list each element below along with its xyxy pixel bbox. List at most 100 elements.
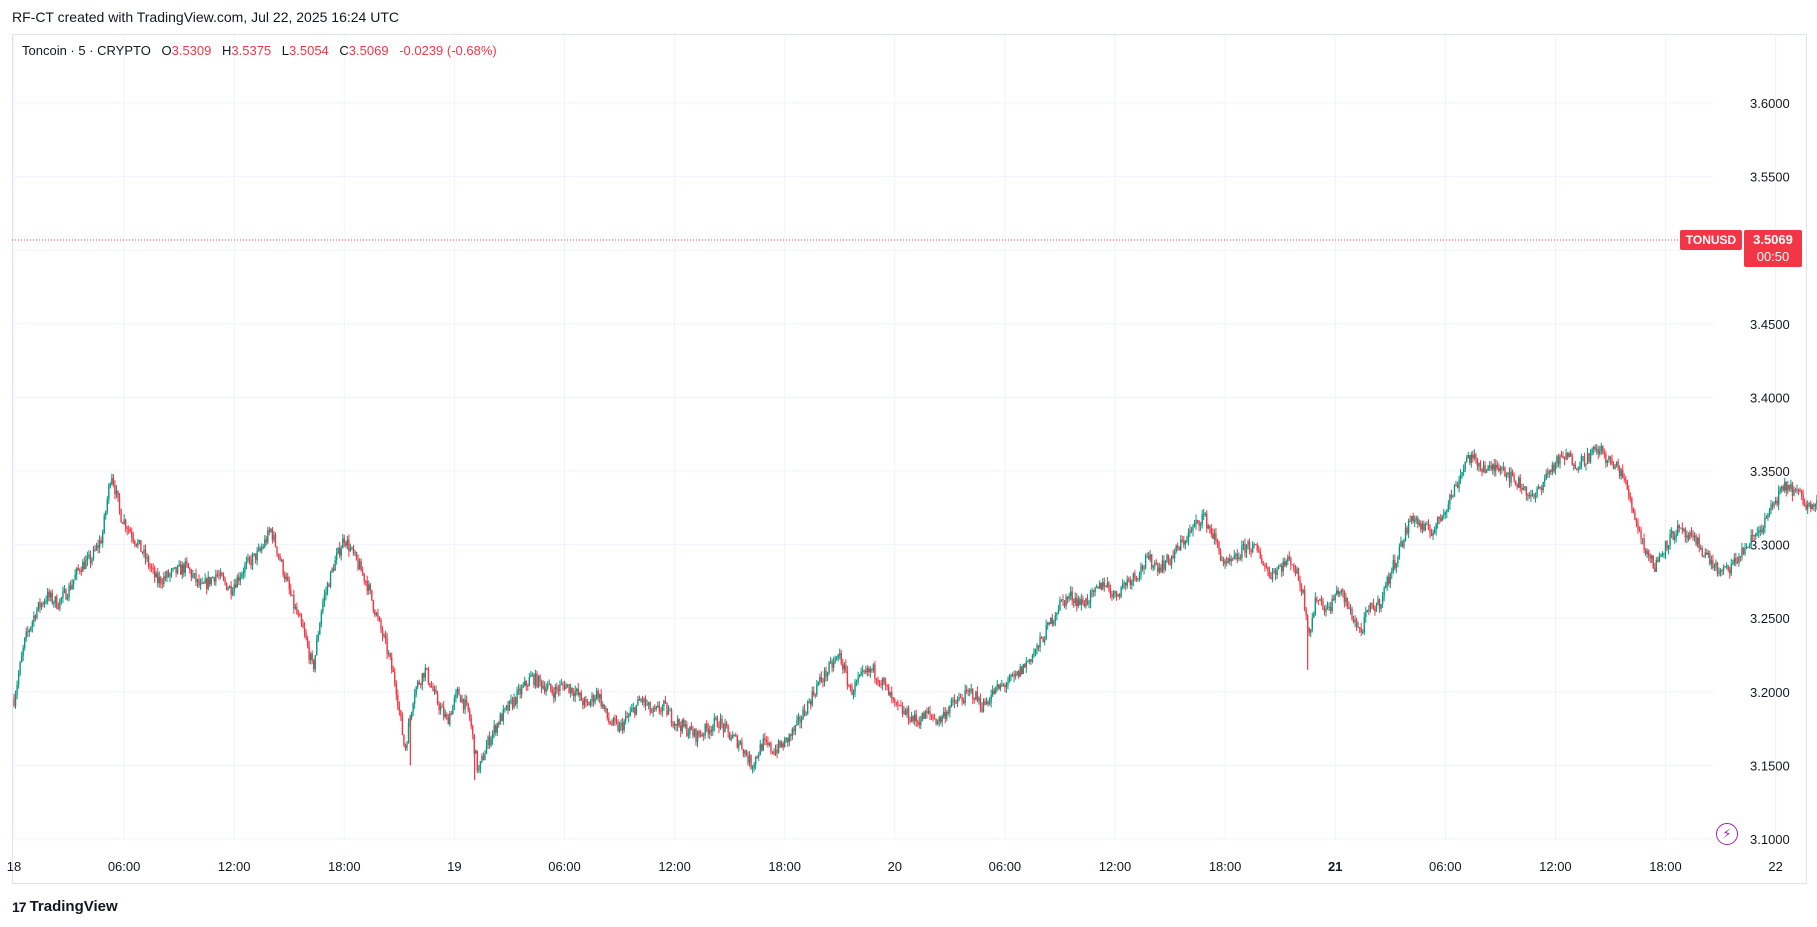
candle-body: [507, 705, 509, 711]
candle-body: [952, 699, 954, 701]
candle-body: [1183, 540, 1185, 545]
candle-body: [670, 710, 673, 724]
candle-body: [565, 685, 567, 689]
candle-body: [374, 610, 376, 616]
candle-body: [889, 692, 891, 696]
lightning-icon[interactable]: ⚡: [1716, 823, 1738, 845]
candle-body: [794, 725, 797, 732]
candle-body: [597, 690, 599, 699]
candle-body: [725, 723, 728, 726]
candle-body: [1328, 606, 1330, 608]
candle-body: [822, 680, 824, 682]
candle-body: [1651, 555, 1653, 559]
candle-body: [1608, 456, 1610, 460]
candle-body: [926, 711, 928, 714]
candle-body: [559, 684, 561, 691]
candle-body: [1131, 580, 1133, 585]
candle-body: [678, 719, 680, 726]
candle-body: [1253, 544, 1255, 546]
candle-body: [1421, 523, 1424, 530]
price-tag: TONUSD 3.5069 00:50: [1680, 230, 1802, 268]
candle-body: [1721, 570, 1723, 572]
candle-body: [1762, 527, 1765, 533]
candle-body: [447, 717, 449, 725]
candle-body: [215, 574, 217, 582]
candle-body: [1469, 455, 1471, 463]
candle-body: [861, 670, 864, 672]
candle-body: [439, 706, 442, 710]
candle-body: [1427, 523, 1430, 530]
candle-body: [803, 709, 806, 715]
candle-body: [1545, 473, 1547, 480]
candle-body: [502, 709, 505, 722]
candle-body: [1696, 537, 1699, 545]
candle-body: [1609, 456, 1612, 460]
candle-body: [121, 522, 124, 524]
candle-body: [586, 701, 589, 704]
candle-body: [1611, 459, 1613, 465]
candle-body: [293, 594, 295, 609]
candle-body: [1527, 494, 1529, 496]
candle-body: [1699, 548, 1702, 550]
candle-body: [699, 734, 702, 736]
candle-body: [525, 681, 527, 686]
candle-body: [1235, 554, 1237, 556]
candle-body: [1574, 464, 1576, 469]
candle-body: [933, 718, 936, 720]
candle-body: [1504, 467, 1506, 477]
candle-body: [1562, 455, 1564, 459]
candle-body: [1287, 556, 1289, 562]
candle-body: [17, 674, 20, 686]
candle-body: [1050, 617, 1052, 624]
candle-body: [695, 729, 697, 742]
tradingview-logo[interactable]: 17 TradingView: [12, 898, 118, 915]
candle-body: [1684, 528, 1687, 538]
candle-body: [37, 602, 40, 610]
candle-body: [488, 736, 491, 746]
candle-body: [744, 750, 746, 754]
candle-body: [1586, 453, 1589, 464]
candle-body: [1479, 463, 1482, 469]
candle-body: [609, 722, 612, 725]
candle-body: [580, 692, 583, 701]
candle-body: [1692, 535, 1694, 538]
candle-body: [1488, 465, 1491, 467]
candle-body: [1152, 566, 1154, 568]
y-tick-label: 3.4000: [1750, 390, 1790, 405]
candle-body: [915, 714, 917, 722]
candle-body: [378, 617, 381, 621]
candle-body: [170, 569, 173, 574]
candle-body: [1735, 557, 1737, 563]
candle-body: [219, 572, 222, 576]
candle-body: [462, 698, 465, 710]
candle-body: [1019, 666, 1021, 677]
candle-body: [831, 661, 833, 668]
candle-body: [1595, 449, 1598, 451]
candle-body: [317, 634, 320, 640]
candle-body: [420, 683, 422, 685]
candle-body: [1259, 551, 1261, 559]
candle-body: [594, 698, 596, 703]
candle-body: [1288, 556, 1291, 559]
candle-body: [340, 548, 342, 556]
candle-body: [1496, 464, 1498, 468]
candle-body: [704, 723, 706, 736]
candle-body: [472, 726, 474, 735]
candle-body: [176, 565, 179, 574]
candle-body: [866, 668, 868, 673]
candle-body: [24, 637, 26, 648]
candle-body: [1221, 559, 1223, 561]
candle-body: [1492, 464, 1494, 470]
candle-body: [1452, 495, 1454, 497]
candle-body: [323, 594, 326, 602]
candle-body: [290, 589, 292, 596]
candle-body: [13, 699, 15, 706]
candle-body: [872, 664, 875, 671]
candle-body: [1062, 599, 1064, 601]
candle-body: [430, 686, 433, 688]
candle-body: [1591, 449, 1593, 453]
candle-body: [207, 576, 209, 589]
candle-body: [187, 563, 190, 569]
candle-body: [1239, 557, 1242, 559]
